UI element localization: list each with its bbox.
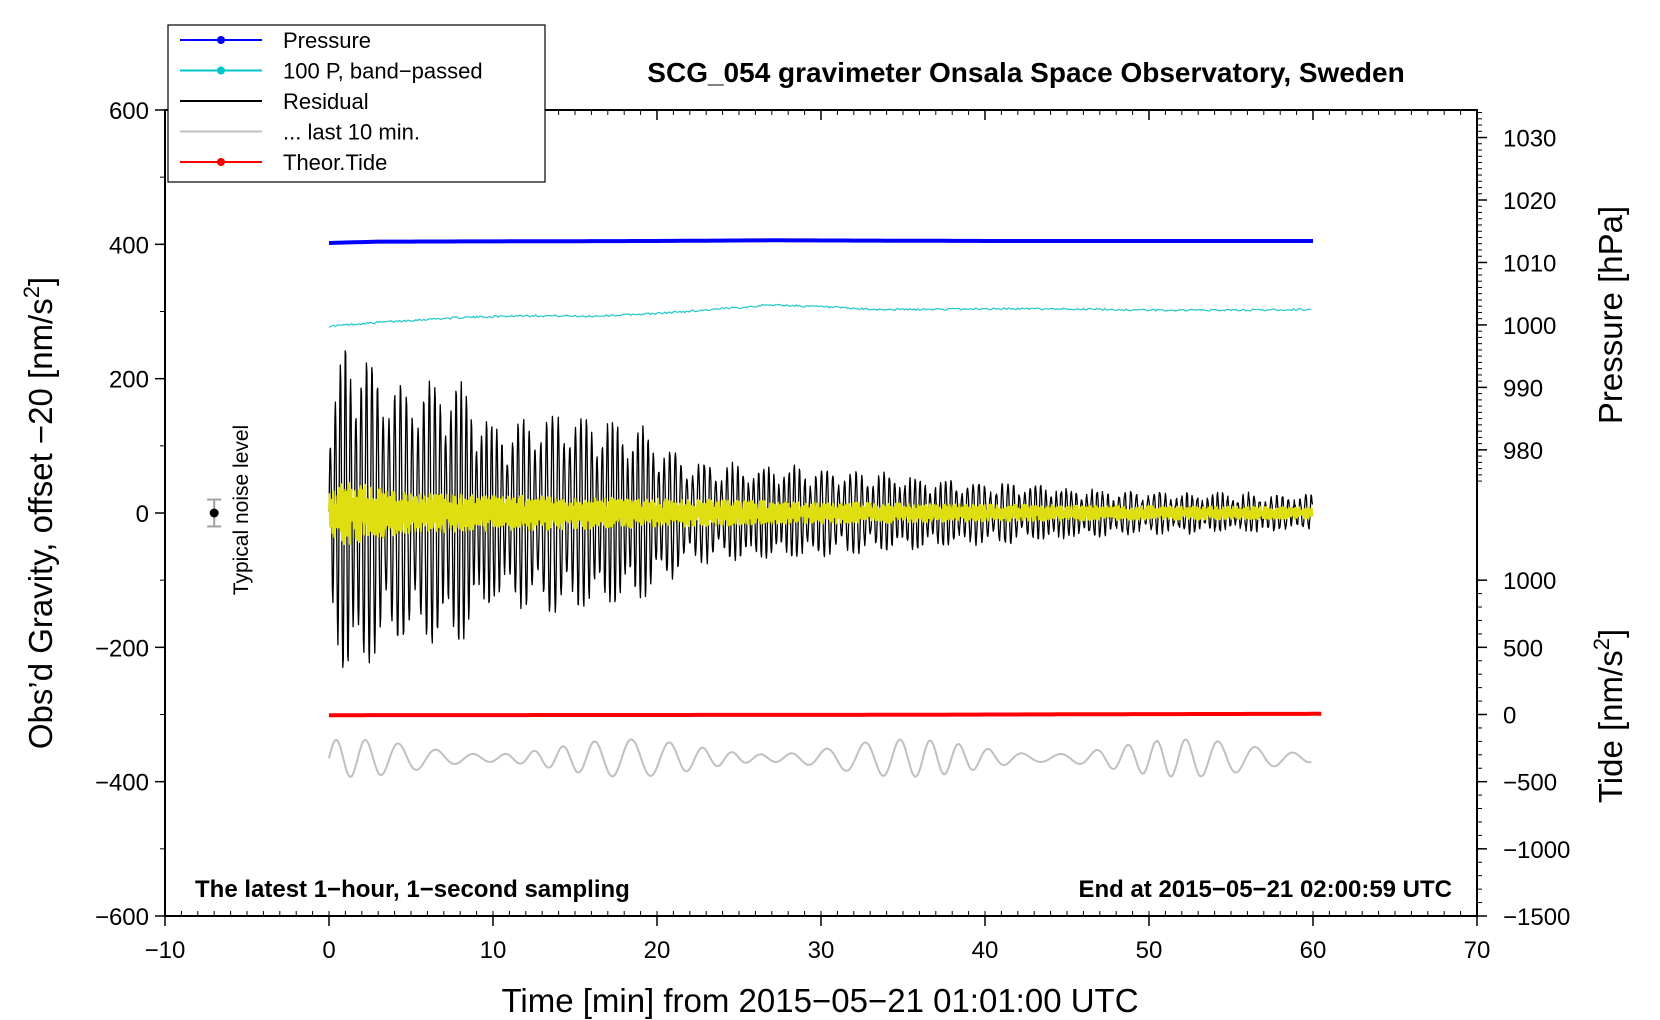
series-theoretical-tide	[329, 711, 1322, 718]
legend: Pressure 100 P, band−passed Residual ... la…	[167, 24, 546, 183]
footnote-sampling: The latest 1−hour, 1−second sampling	[195, 876, 630, 903]
y-axis-pressure: 1030 1020 1010 1000 990 980	[1477, 112, 1556, 482]
minor-ticks	[160, 109, 1478, 917]
noise-level-indicator: Typical noise level	[207, 425, 253, 595]
legend-label: Pressure	[283, 28, 371, 53]
noise-level-point	[209, 508, 219, 518]
series-layer	[327, 238, 1322, 778]
y-axis-left: 600 400 200 0 −200 −400 −600	[95, 98, 165, 931]
footnote-end-time: End at 2015−05−21 02:00:59 UTC	[1078, 876, 1452, 903]
x-tick-label: 40	[972, 937, 999, 964]
y-tick-label: 200	[109, 367, 149, 394]
legend-label: ... last 10 min.	[283, 120, 420, 145]
tide-tick-label: 500	[1503, 635, 1543, 662]
noise-level-label: Typical noise level	[230, 425, 253, 595]
y-tick-label: 600	[109, 98, 149, 125]
y-axis-title-tide-text: Tide [nm/s	[1592, 650, 1629, 803]
x-axis-title: Time [min] from 2015−05−21 01:01:00 UTC	[501, 982, 1138, 1019]
y-axis-title-left-text: Obs’d Gravity, offset −20 [nm/s	[22, 298, 59, 749]
pressure-tick-label: 1010	[1503, 250, 1556, 277]
y-tick-label: −400	[95, 770, 149, 797]
pressure-tick-label: 990	[1503, 375, 1543, 402]
y-tick-label: −200	[95, 635, 149, 662]
x-tick-label: 30	[808, 937, 835, 964]
x-axis: −10 0 10 20 30 40 50 60 70	[145, 110, 1491, 964]
y-axis-title-tide: Tide [nm/s2]	[1589, 629, 1629, 803]
tide-tick-label: −500	[1503, 770, 1557, 797]
x-tick-label: 10	[480, 937, 507, 964]
pressure-tick-label: 1000	[1503, 313, 1556, 340]
y-axis-title-tide-end: ]	[1592, 629, 1629, 638]
series-residual-high-pass	[327, 481, 1314, 546]
tide-tick-label: −1000	[1503, 837, 1570, 864]
legend-box	[167, 24, 546, 183]
y-tick-label: 0	[136, 501, 149, 528]
pressure-tick-label: 980	[1503, 438, 1543, 465]
tide-tick-label: 0	[1503, 703, 1516, 730]
chart-title: SCG_054 gravimeter Onsala Space Observat…	[647, 57, 1404, 88]
pressure-tick-label: 1020	[1503, 188, 1556, 215]
y-axis-title-tide-sup: 2	[1589, 638, 1614, 650]
tide-tick-label: −1500	[1503, 904, 1570, 931]
x-tick-label: −10	[145, 937, 186, 964]
y-axis-title-pressure: Pressure [hPa]	[1592, 206, 1629, 424]
tide-tick-label: 1000	[1503, 568, 1556, 595]
legend-label: Residual	[283, 89, 369, 114]
series-pressure	[328, 238, 1313, 245]
y-axis-title-left-end: ]	[22, 277, 59, 286]
legend-label: 100 P, band−passed	[283, 59, 483, 84]
legend-marker	[217, 158, 225, 166]
series-last-10-min	[328, 738, 1312, 778]
pressure-tick-label: 1030	[1503, 126, 1556, 153]
x-tick-label: 70	[1464, 937, 1491, 964]
x-tick-label: 20	[644, 937, 671, 964]
y-axis-title-left: Obs’d Gravity, offset −20 [nm/s2]	[19, 277, 59, 749]
legend-marker	[217, 36, 225, 44]
y-axis-title-left-sup: 2	[19, 286, 44, 298]
y-tick-label: 400	[109, 232, 149, 259]
series-band-passed-pressure	[328, 303, 1312, 328]
y-tick-label: −600	[95, 904, 149, 931]
legend-marker	[217, 66, 225, 75]
x-tick-label: 0	[322, 937, 335, 964]
x-tick-label: 60	[1300, 937, 1327, 964]
x-tick-label: 50	[1136, 937, 1163, 964]
y-axis-tide: 1000 500 0 −500 −1000 −1500	[1477, 568, 1570, 931]
legend-label: Theor.Tide	[283, 150, 387, 175]
